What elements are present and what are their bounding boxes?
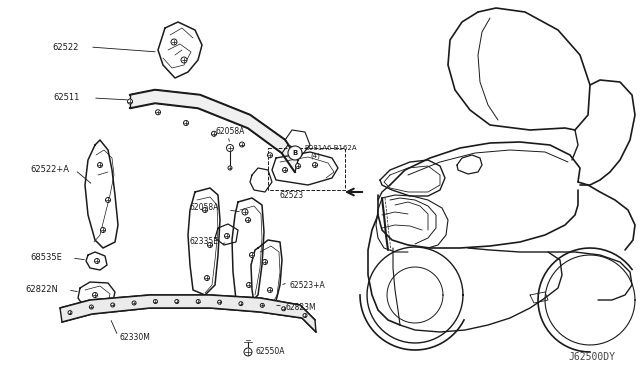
Text: 62522: 62522 xyxy=(52,42,78,51)
Text: B081A6-B162A: B081A6-B162A xyxy=(304,145,356,151)
Circle shape xyxy=(106,198,111,202)
Circle shape xyxy=(154,299,157,304)
Text: 62522+A: 62522+A xyxy=(30,166,69,174)
Circle shape xyxy=(127,99,132,104)
Circle shape xyxy=(111,303,115,307)
Text: 62550A: 62550A xyxy=(256,347,285,356)
Text: 62523: 62523 xyxy=(280,192,304,201)
Circle shape xyxy=(268,153,273,158)
Circle shape xyxy=(181,57,187,63)
Circle shape xyxy=(218,300,221,304)
Text: 62823M: 62823M xyxy=(285,304,316,312)
Circle shape xyxy=(262,260,268,264)
Circle shape xyxy=(171,39,177,45)
Circle shape xyxy=(312,163,317,167)
Circle shape xyxy=(225,234,230,238)
Circle shape xyxy=(296,164,301,169)
Circle shape xyxy=(196,299,200,304)
Circle shape xyxy=(250,253,255,257)
Circle shape xyxy=(211,131,216,136)
Circle shape xyxy=(156,110,161,115)
Text: 62058A: 62058A xyxy=(215,128,244,137)
Text: B: B xyxy=(292,150,298,156)
Circle shape xyxy=(288,146,302,160)
Text: 62523+A: 62523+A xyxy=(290,280,326,289)
Circle shape xyxy=(93,292,97,298)
Circle shape xyxy=(184,121,189,125)
Circle shape xyxy=(246,218,250,222)
Circle shape xyxy=(205,276,209,280)
Circle shape xyxy=(100,228,106,232)
Circle shape xyxy=(202,208,207,212)
Circle shape xyxy=(260,303,264,307)
Circle shape xyxy=(282,307,285,311)
Circle shape xyxy=(228,166,232,170)
Text: 62822N: 62822N xyxy=(25,285,58,295)
Circle shape xyxy=(242,209,248,215)
Text: (4): (4) xyxy=(310,153,320,159)
Polygon shape xyxy=(130,90,298,172)
Text: 62335E: 62335E xyxy=(190,237,219,247)
Circle shape xyxy=(68,311,72,315)
Circle shape xyxy=(239,142,244,147)
Text: J62500DY: J62500DY xyxy=(568,352,615,362)
Circle shape xyxy=(90,305,93,309)
Text: 62330M: 62330M xyxy=(120,334,151,343)
Circle shape xyxy=(95,259,99,263)
Bar xyxy=(268,148,345,190)
Circle shape xyxy=(227,144,234,151)
Text: 62058A: 62058A xyxy=(190,203,220,212)
Circle shape xyxy=(244,348,252,356)
Circle shape xyxy=(303,314,307,317)
Circle shape xyxy=(246,282,252,288)
Polygon shape xyxy=(60,295,316,332)
Text: 62511: 62511 xyxy=(53,93,79,103)
Circle shape xyxy=(175,299,179,304)
Circle shape xyxy=(268,288,273,292)
Text: 68535E: 68535E xyxy=(30,253,62,263)
Circle shape xyxy=(282,167,287,173)
Circle shape xyxy=(132,301,136,305)
Circle shape xyxy=(239,302,243,306)
Circle shape xyxy=(207,243,212,247)
Circle shape xyxy=(97,163,102,167)
